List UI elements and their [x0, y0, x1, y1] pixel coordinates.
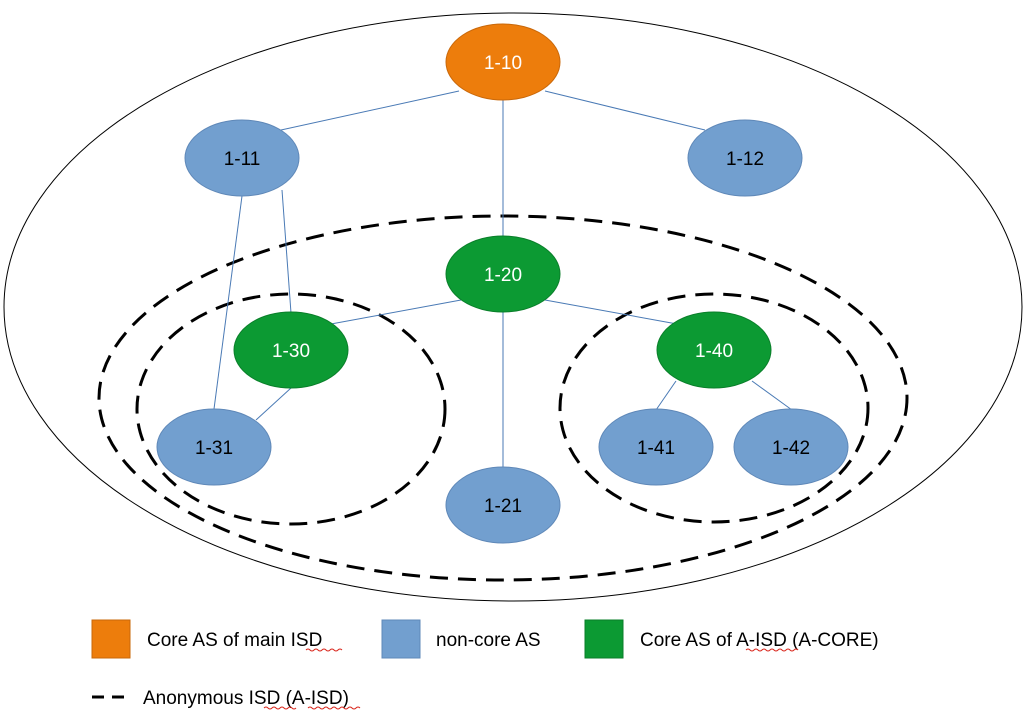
- node-1-12-shape: [687, 119, 803, 197]
- node-1-40-shape: [656, 311, 772, 389]
- node-1-42: 1-42: [733, 408, 849, 486]
- link-1-40-1-42: [751, 380, 793, 411]
- aisd-boundary-left: [135, 292, 447, 526]
- node-1-31: 1-31: [156, 408, 272, 486]
- node-1-30-label: 1-30: [272, 341, 310, 362]
- node-1-40: 1-40: [656, 311, 772, 389]
- node-1-21-label: 1-21: [484, 496, 522, 517]
- spellcheck-squiggle: [305, 648, 343, 652]
- link-1-20-1-30: [330, 299, 462, 325]
- main-isd-boundary: [3, 12, 1023, 602]
- link-1-40-1-41: [655, 380, 677, 411]
- node-1-42-shape: [733, 408, 849, 486]
- links-layer: [213, 90, 793, 467]
- node-1-21: 1-21: [445, 466, 561, 544]
- node-1-20-shape: [445, 235, 561, 313]
- node-1-12: 1-12: [687, 119, 803, 197]
- node-1-10-label: 1-10: [484, 53, 522, 74]
- node-1-41-shape: [598, 408, 714, 486]
- legend-label-aisd: Anonymous ISD (A-ISD): [143, 688, 349, 709]
- spellcheck-squiggle: [307, 706, 361, 710]
- node-1-12-label: 1-12: [726, 149, 764, 170]
- node-1-40-label: 1-40: [695, 341, 733, 362]
- node-1-20: 1-20: [445, 235, 561, 313]
- node-1-31-shape: [156, 408, 272, 486]
- node-1-30-shape: [233, 311, 349, 389]
- node-1-10: 1-10: [445, 23, 561, 101]
- node-1-42-label: 1-42: [772, 438, 810, 459]
- link-1-30-1-31: [255, 387, 292, 421]
- node-1-11-shape: [184, 119, 300, 197]
- node-1-21-shape: [445, 466, 561, 544]
- node-1-31-label: 1-31: [195, 438, 233, 459]
- spellcheck-squiggle: [745, 648, 799, 652]
- node-1-20-label: 1-20: [484, 265, 522, 286]
- node-1-30: 1-30: [233, 311, 349, 389]
- legend-swatch-core-aisd: [584, 619, 624, 659]
- legend-swatch-non-core: [381, 619, 421, 659]
- link-1-11-1-30: [281, 189, 292, 314]
- node-1-11: 1-11: [184, 119, 300, 197]
- node-1-41-label: 1-41: [637, 438, 675, 459]
- aisd-boundary-right: [558, 292, 870, 524]
- legend-label-non-core: non-core AS: [436, 630, 541, 651]
- link-1-10-1-11: [280, 90, 460, 131]
- legend-label-core-main: Core AS of main ISD: [147, 630, 322, 651]
- node-1-41: 1-41: [598, 408, 714, 486]
- spellcheck-squiggle: [263, 706, 297, 710]
- link-1-20-1-40: [544, 299, 678, 325]
- legend-label-core-aisd: Core AS of A-ISD (A-CORE): [640, 630, 879, 651]
- legend-swatch-core-main: [91, 619, 131, 659]
- link-1-11-1-31: [213, 195, 243, 410]
- node-1-10-shape: [445, 23, 561, 101]
- node-1-11-label: 1-11: [224, 149, 261, 170]
- link-1-10-1-12: [544, 90, 706, 131]
- legend: Core AS of main ISD non-core AS Core AS …: [91, 619, 879, 710]
